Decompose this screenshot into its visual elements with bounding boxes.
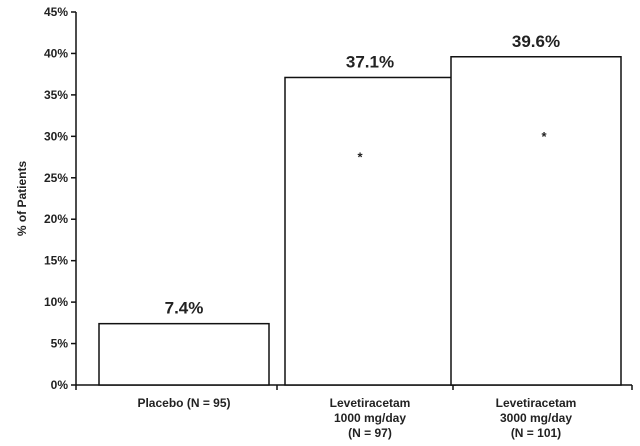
y-tick-label: 15% [44,254,68,268]
x-category-label: Levetiracetam [496,396,577,410]
bar-data-label: 7.4% [165,299,204,318]
y-tick-label: 0% [51,378,69,392]
bar [98,322,270,386]
x-category-label: 3000 mg/day [500,411,572,425]
y-tick-label: 30% [44,129,68,143]
y-axis-label: % of Patients [15,161,29,237]
x-category-label: (N = 101) [511,426,561,440]
y-tick-label: 40% [44,46,68,60]
x-category-label: (N = 97) [348,426,392,440]
bar [450,56,622,386]
y-tick-label: 10% [44,295,68,309]
y-tick-label: 5% [51,337,69,351]
x-category-label: Levetiracetam [330,396,411,410]
x-category-label: Placebo (N = 95) [137,396,230,410]
y-tick-label: 35% [44,88,68,102]
y-tick-label: 25% [44,171,68,185]
significance-asterisk: * [541,129,547,144]
bar-data-label: 39.6% [512,32,560,51]
y-tick-label: 45% [44,5,68,19]
bar [284,76,456,386]
y-tick-label: 20% [44,212,68,226]
x-category-label: 1000 mg/day [334,411,406,425]
bar-data-label: 37.1% [346,52,394,71]
significance-asterisk: * [357,149,363,164]
